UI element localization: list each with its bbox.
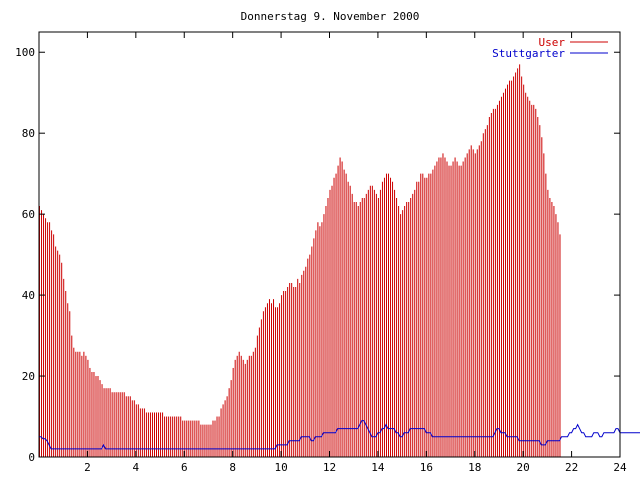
x-tick-label: 8 <box>229 461 236 474</box>
x-tick-label: 22 <box>565 461 578 474</box>
y-tick-label: 100 <box>15 46 35 59</box>
x-tick-label: 16 <box>420 461 433 474</box>
y-tick-label: 0 <box>28 451 35 464</box>
y-tick-label: 80 <box>22 127 35 140</box>
x-tick-label: 4 <box>133 461 140 474</box>
x-axis: 2 4 6 8 10 12 14 16 18 20 22 24 <box>84 32 627 474</box>
x-tick-label: 20 <box>517 461 530 474</box>
x-tick-label: 14 <box>371 461 385 474</box>
x-tick-label: 12 <box>323 461 336 474</box>
x-tick-label: 6 <box>181 461 188 474</box>
legend: User Stuttgarter <box>492 36 608 60</box>
x-tick-label: 10 <box>274 461 287 474</box>
y-tick-label: 40 <box>22 289 35 302</box>
x-tick-label: 24 <box>613 461 627 474</box>
x-tick-label: 2 <box>84 461 91 474</box>
stuttgarter-line <box>39 420 640 450</box>
y-axis: 0 20 40 60 80 100 <box>15 46 620 464</box>
y-tick-label: 20 <box>22 370 35 383</box>
user-bars <box>39 64 561 457</box>
chart-title: Donnerstag 9. November 2000 <box>241 10 420 23</box>
x-tick-label: 18 <box>468 461 481 474</box>
y-tick-label: 60 <box>22 208 35 221</box>
legend-user-label: User <box>539 36 566 49</box>
legend-stuttgarter-label: Stuttgarter <box>492 47 565 60</box>
